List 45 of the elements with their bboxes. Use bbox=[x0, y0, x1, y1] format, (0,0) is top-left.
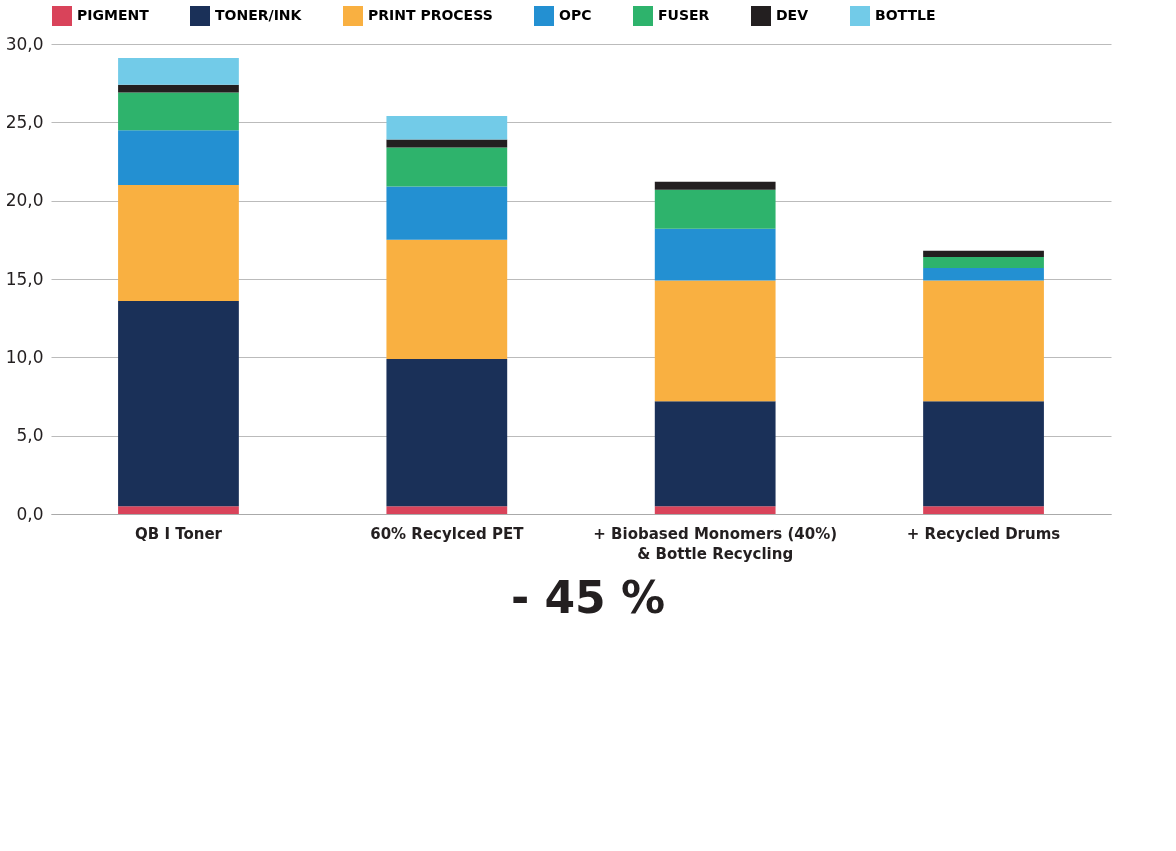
y-tick-label: 20,0 bbox=[5, 190, 44, 211]
x-tick-label: + Recycled Drums bbox=[906, 524, 1061, 543]
text: - 45 % bbox=[509, 572, 667, 623]
bar bbox=[118, 185, 239, 301]
bar bbox=[923, 506, 1044, 514]
bar bbox=[386, 358, 508, 507]
bar bbox=[654, 506, 776, 514]
bar bbox=[118, 300, 239, 507]
bar bbox=[118, 58, 239, 85]
y-tick-label: 0,0 bbox=[16, 503, 44, 524]
bar bbox=[386, 116, 508, 140]
bar bbox=[386, 186, 508, 240]
legend-label: PRINT PROCESS bbox=[368, 7, 493, 23]
legend-label: BOTTLE bbox=[875, 7, 936, 23]
bar bbox=[386, 506, 508, 514]
legend-label: PIGMENT bbox=[77, 7, 150, 23]
bar bbox=[923, 257, 1044, 269]
legend-label: OPC bbox=[559, 7, 592, 23]
bar bbox=[654, 181, 776, 190]
bar bbox=[118, 84, 239, 93]
bar bbox=[654, 189, 776, 229]
bar bbox=[386, 147, 508, 187]
bar bbox=[386, 239, 508, 359]
bar bbox=[118, 92, 239, 131]
y-tick-label: 30,0 bbox=[5, 33, 44, 54]
bar bbox=[118, 130, 239, 185]
x-tick-label: 60% Recylced PET bbox=[370, 524, 525, 543]
bar bbox=[654, 280, 776, 402]
y-tick-label: 5,0 bbox=[16, 425, 44, 446]
y-tick-label: 10,0 bbox=[5, 346, 44, 367]
y-tick-label: 15,0 bbox=[5, 268, 44, 289]
bar bbox=[923, 250, 1044, 258]
bar bbox=[923, 268, 1044, 281]
bar bbox=[386, 139, 508, 148]
bar bbox=[654, 401, 776, 507]
y-tick-label: 25,0 bbox=[5, 111, 44, 132]
x-tick-label: + Biobased Monomers (40%) & Bottle Recycling bbox=[593, 524, 838, 563]
bar bbox=[923, 401, 1044, 507]
legend-label: TONER/INK bbox=[215, 7, 303, 23]
bar bbox=[654, 228, 776, 281]
bar bbox=[923, 280, 1044, 402]
x-tick-label: QB I Toner bbox=[134, 524, 223, 543]
legend-label: DEV bbox=[776, 7, 809, 23]
bar bbox=[118, 506, 239, 514]
legend-label: FUSER bbox=[658, 7, 710, 23]
